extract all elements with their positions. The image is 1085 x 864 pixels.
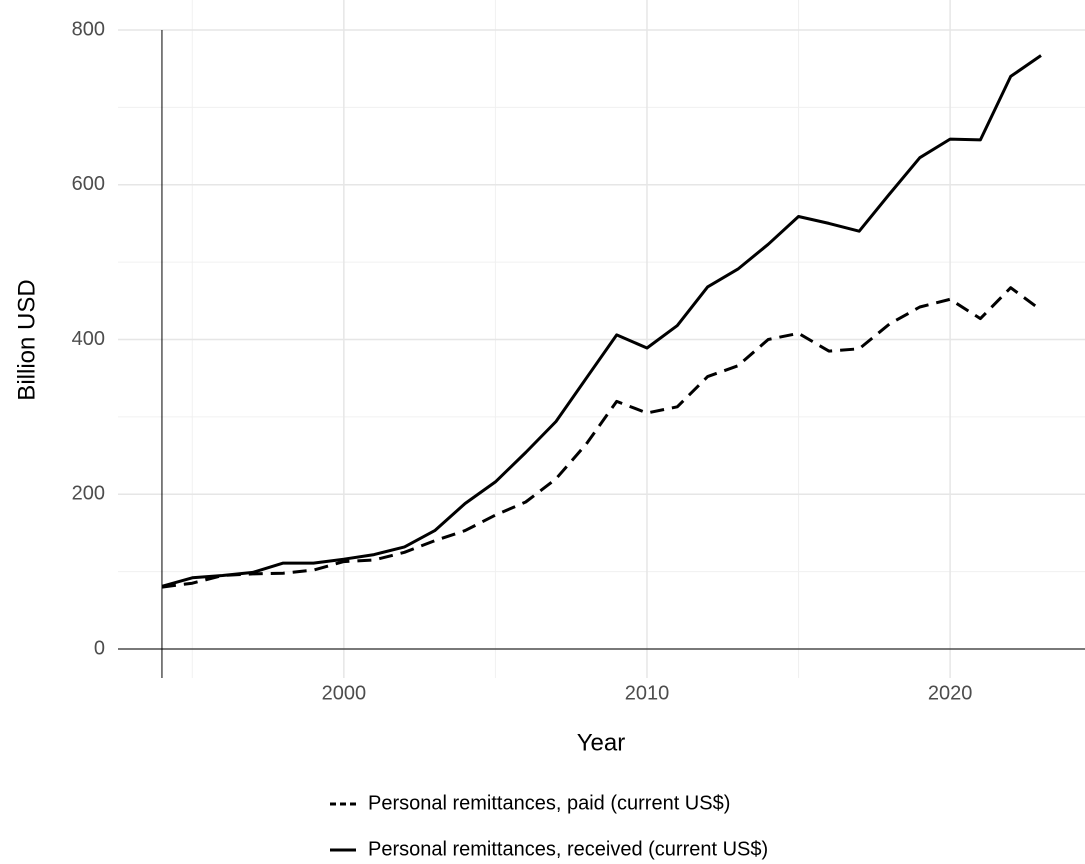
x-tick-label: 2010 (625, 682, 670, 704)
line-series (161, 286, 1042, 589)
y-tick-label: 0 (94, 637, 105, 659)
line-series (161, 54, 1042, 588)
y-tick-label: 400 (72, 328, 105, 350)
legend-label: Personal remittances, received (current … (368, 838, 768, 860)
x-tick-label: 2000 (322, 682, 367, 704)
y-tick-label: 800 (72, 18, 105, 40)
y-tick-label: 600 (72, 173, 105, 195)
y-tick-label: 200 (72, 483, 105, 505)
legend-label: Personal remittances, paid (current US$) (368, 792, 730, 814)
x-tick-label: 2020 (928, 682, 973, 704)
y-axis-title: Billion USD (13, 279, 40, 400)
x-axis-title: Year (577, 729, 626, 756)
